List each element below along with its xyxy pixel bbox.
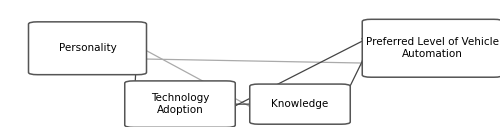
FancyBboxPatch shape (28, 22, 146, 75)
Text: Personality: Personality (58, 43, 116, 53)
FancyBboxPatch shape (250, 84, 350, 124)
FancyBboxPatch shape (124, 81, 236, 127)
Text: Preferred Level of Vehicle
Automation: Preferred Level of Vehicle Automation (366, 37, 499, 59)
FancyBboxPatch shape (362, 19, 500, 77)
Text: Knowledge: Knowledge (272, 99, 328, 109)
Text: Technology
Adoption: Technology Adoption (151, 93, 209, 115)
